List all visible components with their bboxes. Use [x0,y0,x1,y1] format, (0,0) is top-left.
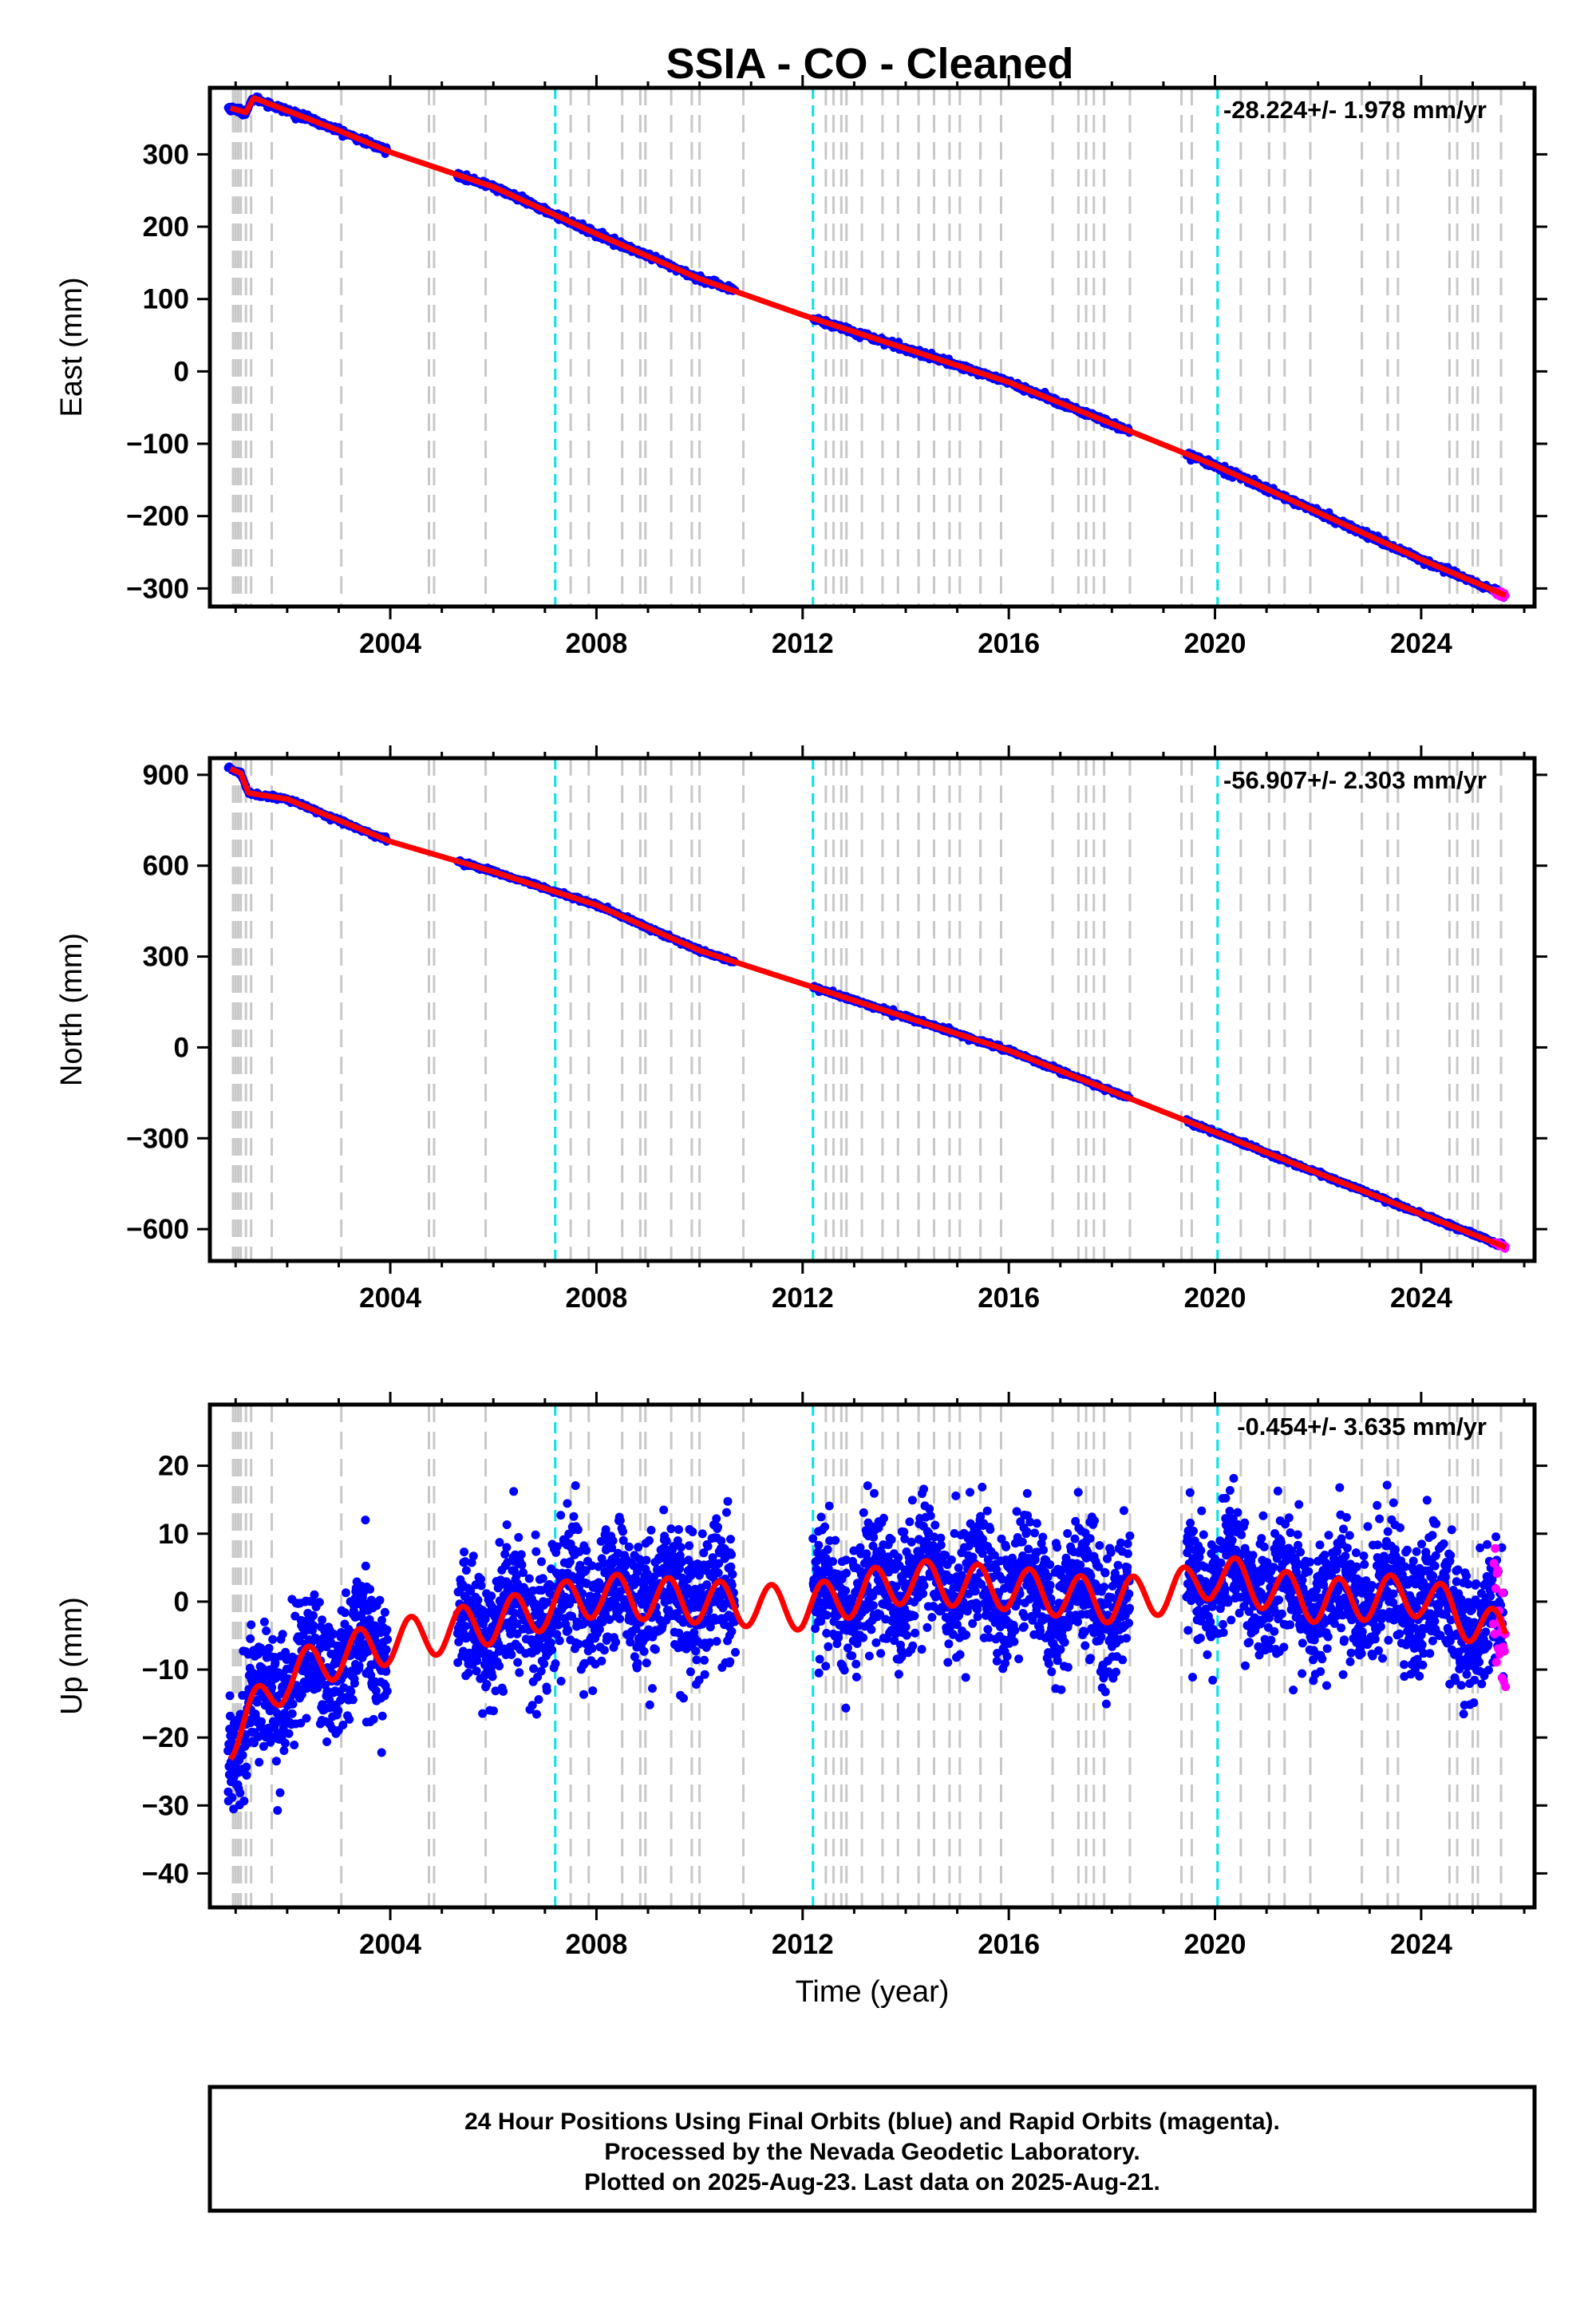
y-axis-label: Up (mm) [55,1597,89,1715]
y-tick-label: 20 [158,1451,189,1482]
y-tick-label: −30 [142,1790,189,1821]
panel-east: 2004 2008 2012 2016 2020 2024 300 200 100 0 −100 −2… [55,75,1547,659]
x-tick-label: 2012 [772,628,834,659]
y-axis-label: East (mm) [55,277,89,417]
y-tick-label: 300 [143,139,189,170]
y-tick-label: −300 [126,1123,189,1154]
y-tick-label: −10 [142,1654,189,1686]
y-tick-label: 10 [158,1519,189,1550]
y-axis: 20 10 0 −10 −20 −30 −40 [142,1451,1547,1889]
footer-box: 24 Hour Positions Using Final Orbits (bl… [207,2085,1537,2213]
x-tick-label: 2008 [565,1929,627,1960]
x-tick-label: 2004 [359,628,421,659]
panel-north: 2004 2008 2012 2016 2020 2024 900 600 300 0 −300 −6… [55,745,1547,1314]
y-tick-label: 300 [143,942,189,973]
y-tick-label: 100 [143,284,189,315]
x-tick-label: 2016 [978,1929,1040,1960]
y-tick-label: 0 [174,1587,189,1618]
rate-annotation: -0.454+/- 3.635 mm/yr [1237,1413,1487,1441]
y-tick-label: −100 [126,429,189,460]
x-tick-label: 2008 [565,1282,627,1314]
marker-lines [231,758,1503,1261]
model-curve [228,1555,1509,1761]
footer-line-3: Plotted on 2025-Aug-23. Last data on 202… [584,2169,1160,2195]
x-tick-label: 2012 [772,1929,834,1960]
marker-lines [231,88,1503,607]
x-tick-label: 2016 [978,628,1040,659]
plot-frame [207,85,1537,609]
y-tick-label: 900 [143,760,189,791]
x-tick-label: 2004 [359,1929,421,1960]
x-tick-label: 2020 [1184,1282,1246,1314]
x-tick-label: 2016 [978,1282,1040,1314]
y-tick-label: 0 [174,356,189,387]
panel-up: 2004 2008 2012 2016 2020 2024 20 10 0 −10 −20 −30 −4… [55,1392,1547,2009]
rate-annotation: -28.224+/- 1.978 mm/yr [1223,96,1487,124]
footer-line-2: Processed by the Nevada Geodetic Laborat… [604,2139,1140,2165]
model-curve [228,95,1507,599]
y-tick-label: 200 [143,211,189,243]
x-tick-label: 2020 [1184,1929,1246,1960]
figure-title: SSIA - CO - Cleaned [666,40,1073,88]
y-tick-label: −20 [142,1722,189,1753]
x-tick-label: 2020 [1184,628,1246,659]
x-tick-label: 2008 [565,628,627,659]
x-tick-label: 2024 [1390,1929,1452,1960]
y-tick-label: 600 [143,851,189,882]
footer-line-1: 24 Hour Positions Using Final Orbits (bl… [464,2109,1280,2135]
footer-frame [207,2085,1537,2213]
x-tick-label: 2004 [359,1282,421,1314]
y-tick-label: −200 [126,501,189,532]
final-orbit-points [223,1473,1508,1815]
y-axis-label: North (mm) [55,933,89,1086]
y-tick-label: −40 [142,1858,189,1889]
plot-frame [207,1402,1537,1910]
y-tick-label: −300 [126,573,189,604]
y-axis: 900 600 300 0 −300 −600 [126,760,1547,1245]
rate-annotation: -56.907+/- 2.303 mm/yr [1223,766,1487,794]
x-tick-label: 2024 [1390,1282,1452,1314]
x-axis-label: Time (year) [796,1975,950,2009]
x-axis: 2004 2008 2012 2016 2020 2024 [234,75,1526,659]
y-tick-label: −600 [126,1214,189,1245]
x-tick-label: 2012 [772,1282,834,1314]
model-curve [228,766,1507,1250]
x-tick-label: 2024 [1390,628,1452,659]
x-axis: 2004 2008 2012 2016 2020 2024 [234,1392,1526,1960]
x-axis: 2004 2008 2012 2016 2020 2024 [234,745,1526,1314]
plot-frame [207,756,1537,1263]
y-axis: 300 200 100 0 −100 −200 −300 [126,139,1547,604]
final-orbit-points [223,92,1508,603]
y-tick-label: 0 [174,1032,189,1063]
